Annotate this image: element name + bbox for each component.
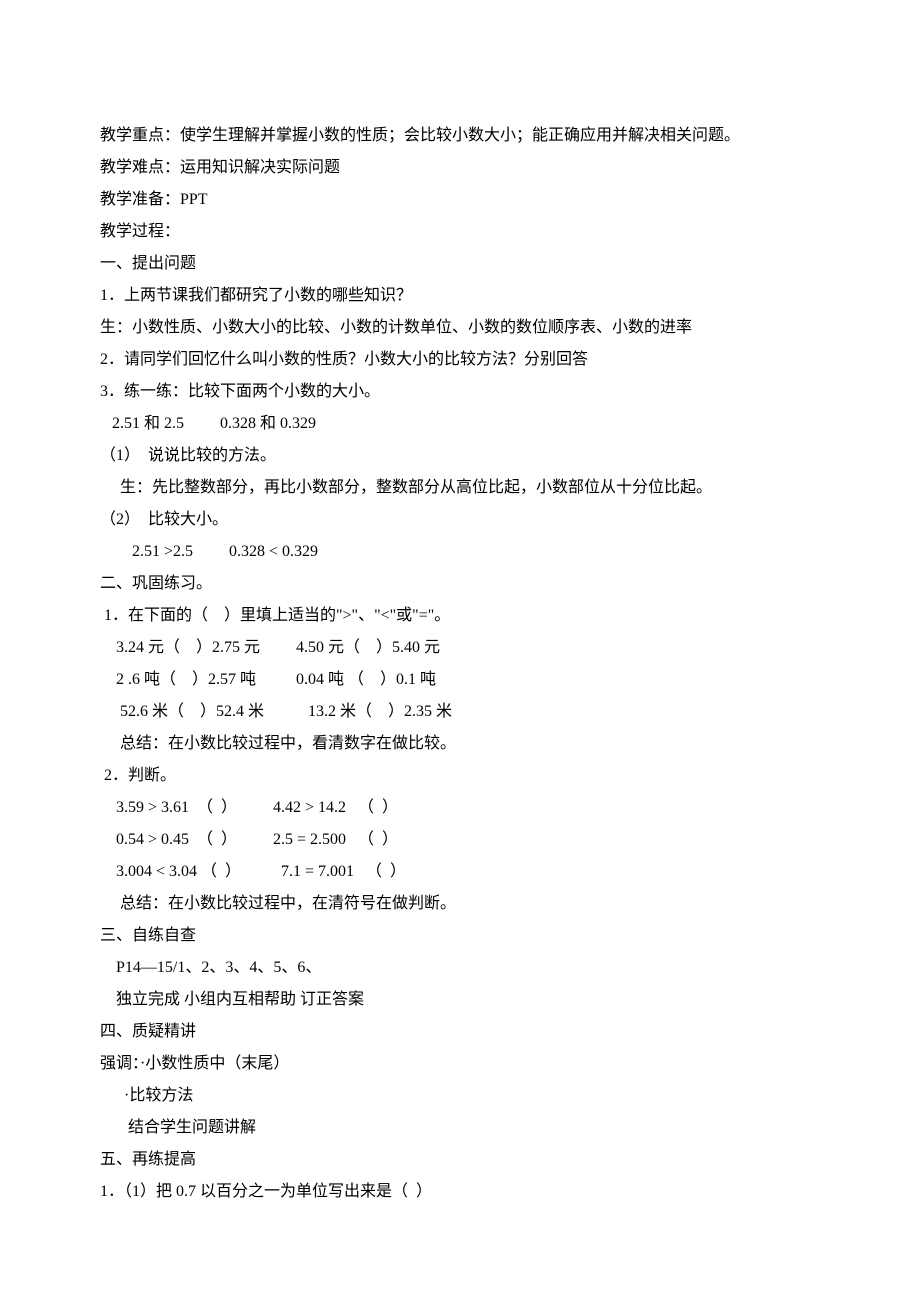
text-line: （1） 说说比较的方法。 [100,440,820,472]
text-line: 1．（1）把 0.7 以百分之一为单位写出来是（ ） [100,1176,820,1208]
text-line: （2） 比较大小。 [100,504,820,536]
text-line: 总结：在小数比较过程中，看清数字在做比较。 [100,728,820,760]
text-line: 生：先比整数部分，再比小数部分，整数部分从高位比起，小数部位从十分位比起。 [100,472,820,504]
text-line: 0.54 > 0.45 （ ） 2.5 = 2.500 （ ） [100,824,820,856]
text-line: 生：小数性质、小数大小的比较、小数的计数单位、小数的数位顺序表、小数的进率 [100,312,820,344]
text-line: 1．上两节课我们都研究了小数的哪些知识？ [100,280,820,312]
text-line: 2．判断。 [100,760,820,792]
text-line: ·比较方法 [100,1080,820,1112]
text-line: P14—15/1、2、3、4、5、6、 [100,952,820,984]
text-line: 三、自练自查 [100,920,820,952]
text-line: 3.59 > 3.61 （ ） 4.42 > 14.2 （ ） [100,792,820,824]
text-line: 独立完成 小组内互相帮助 订正答案 [100,984,820,1016]
text-line: 教学过程： [100,216,820,248]
text-line: 二、巩固练习。 [100,568,820,600]
text-line: 3．练一练：比较下面两个小数的大小。 [100,376,820,408]
text-line: 2.51 和 2.5 0.328 和 0.329 [100,408,820,440]
text-line: 五、再练提高 [100,1144,820,1176]
text-line: 52.6 米（ ）52.4 米 13.2 米（ ）2.35 米 [100,696,820,728]
text-line: 2．请同学们回忆什么叫小数的性质？小数大小的比较方法？分别回答 [100,344,820,376]
text-line: 教学重点：使学生理解并掌握小数的性质；会比较小数大小；能正确应用并解决相关问题。 [100,120,820,152]
text-line: 四、质疑精讲 [100,1016,820,1048]
text-line: 3.004 < 3.04 （ ） 7.1 = 7.001 （ ） [100,856,820,888]
text-line: 教学难点：运用知识解决实际问题 [100,152,820,184]
text-line: 2.51 >2.5 0.328 < 0.329 [100,536,820,568]
text-line: 一、提出问题 [100,248,820,280]
text-line: 3.24 元（ ）2.75 元 4.50 元（ ）5.40 元 [100,632,820,664]
text-line: 1．在下面的（ ）里填上适当的">"、"<"或"="。 [100,600,820,632]
text-line: 教学准备：PPT [100,184,820,216]
text-line: 2 .6 吨（ ）2.57 吨 0.04 吨 （ ）0.1 吨 [100,664,820,696]
text-line: 强调：·小数性质中（末尾） [100,1048,820,1080]
text-line: 总结：在小数比较过程中，在清符号在做判断。 [100,888,820,920]
document-page: 教学重点：使学生理解并掌握小数的性质；会比较小数大小；能正确应用并解决相关问题。… [0,0,920,1288]
text-line: 结合学生问题讲解 [100,1112,820,1144]
